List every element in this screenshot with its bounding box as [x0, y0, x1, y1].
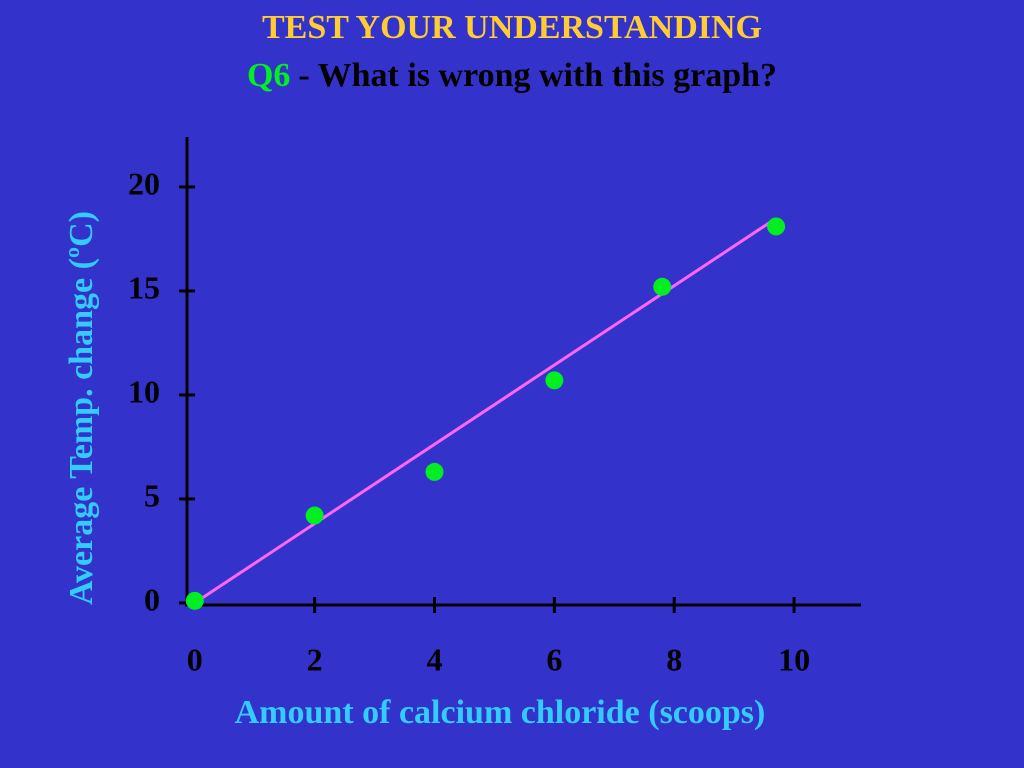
- question-number: Q6: [247, 57, 290, 94]
- x-axis-label: Amount of calcium chloride (scoops): [235, 694, 766, 731]
- y-axis-label: Average Temp. change (ºC): [63, 211, 100, 605]
- data-point: [305, 506, 324, 525]
- x-tick-label: 4: [427, 641, 443, 677]
- data-point: [185, 591, 204, 610]
- x-tick-label: 0: [187, 641, 203, 677]
- y-tick-label: 10: [128, 373, 160, 409]
- data-point: [767, 217, 786, 236]
- y-tick-label: 5: [144, 477, 160, 513]
- data-point: [653, 277, 672, 296]
- trend-line: [193, 221, 771, 605]
- question-text: - What is wrong with this graph?: [298, 57, 777, 94]
- x-tick-label: 6: [546, 641, 562, 677]
- slide-title: TEST YOUR UNDERSTANDING: [262, 9, 762, 46]
- data-point: [425, 462, 444, 481]
- x-tick-label: 10: [778, 641, 810, 677]
- x-tick-label: 2: [307, 641, 323, 677]
- y-tick-label: 20: [128, 165, 160, 201]
- y-tick-label: 0: [144, 581, 160, 617]
- data-point: [545, 371, 564, 390]
- x-tick-label: 8: [666, 641, 682, 677]
- y-tick-label: 15: [128, 269, 160, 305]
- question: Q6- What is wrong with this graph?: [247, 57, 777, 94]
